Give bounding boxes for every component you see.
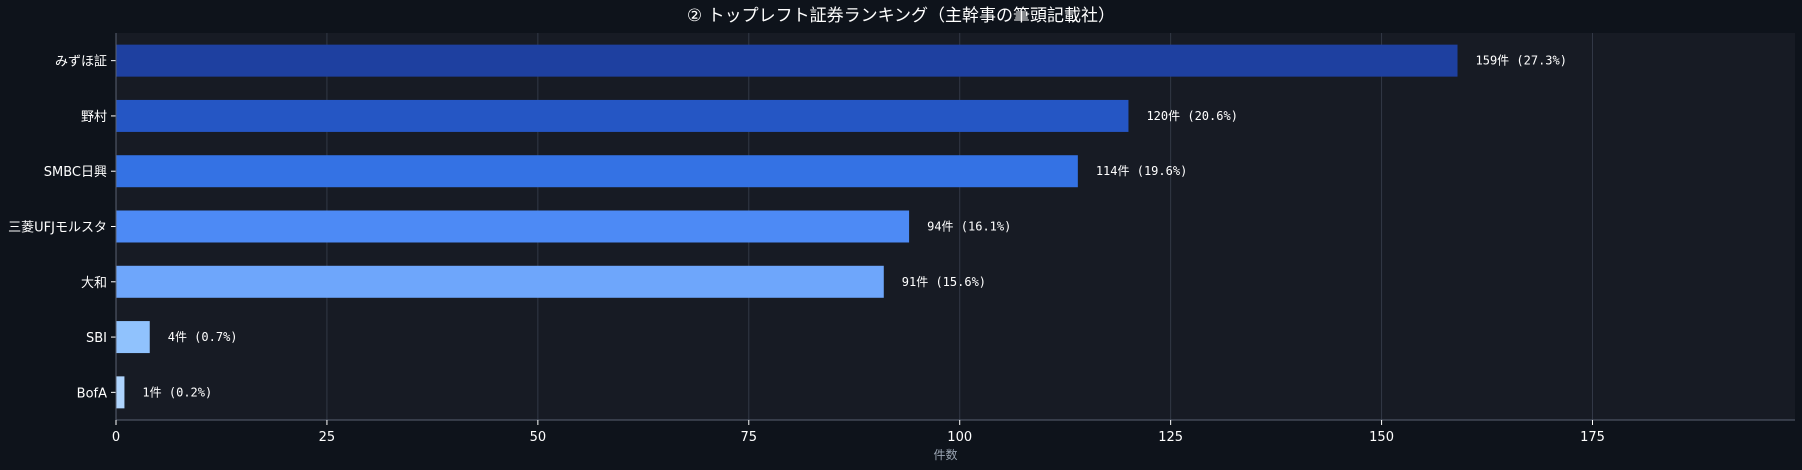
y-tick-label: 三菱UFJモルスタ [8, 221, 107, 236]
data-label: 159件 (27.3%) [1476, 54, 1567, 68]
y-tick-label: BofA [77, 386, 107, 401]
data-label: 120件 (20.6%) [1146, 109, 1237, 123]
bars: 159件 (27.3%) 120件 (20.6%) 114件 (19.6%) 94件 … [116, 44, 1567, 409]
bar [116, 376, 125, 409]
bar [116, 99, 1129, 132]
data-label: 4件 (0.7%) [168, 330, 238, 344]
bar [116, 44, 1458, 77]
x-tick-label: 125 [1158, 430, 1183, 445]
y-tick-label: みずほ証 [55, 55, 107, 70]
bar [116, 265, 884, 298]
x-tick-label: 75 [741, 430, 758, 445]
y-tick-label: 野村 [81, 110, 107, 125]
x-tick-label: 150 [1369, 430, 1394, 445]
y-tick-label: SBI [86, 331, 107, 346]
x-tick-label: 100 [947, 430, 972, 445]
x-axis-label: 件数 [933, 447, 957, 462]
data-label: 91件 (15.6%) [902, 275, 986, 289]
x-tick-label: 25 [319, 430, 336, 445]
x-tick-label: 0 [112, 430, 120, 445]
bar [116, 155, 1078, 188]
chart-title: ② トップレフト証券ランキング（主幹事の筆頭記載社） [686, 6, 1116, 26]
x-tick-label: 175 [1580, 430, 1605, 445]
data-label: 1件 (0.2%) [142, 385, 212, 399]
y-tick-label: 大和 [81, 276, 107, 291]
bar [116, 210, 910, 243]
data-label: 114件 (19.6%) [1096, 164, 1187, 178]
x-tick-label: 50 [530, 430, 547, 445]
y-tick-label: SMBC日興 [44, 165, 107, 180]
data-label: 94件 (16.1%) [927, 220, 1011, 234]
bar [116, 321, 150, 354]
